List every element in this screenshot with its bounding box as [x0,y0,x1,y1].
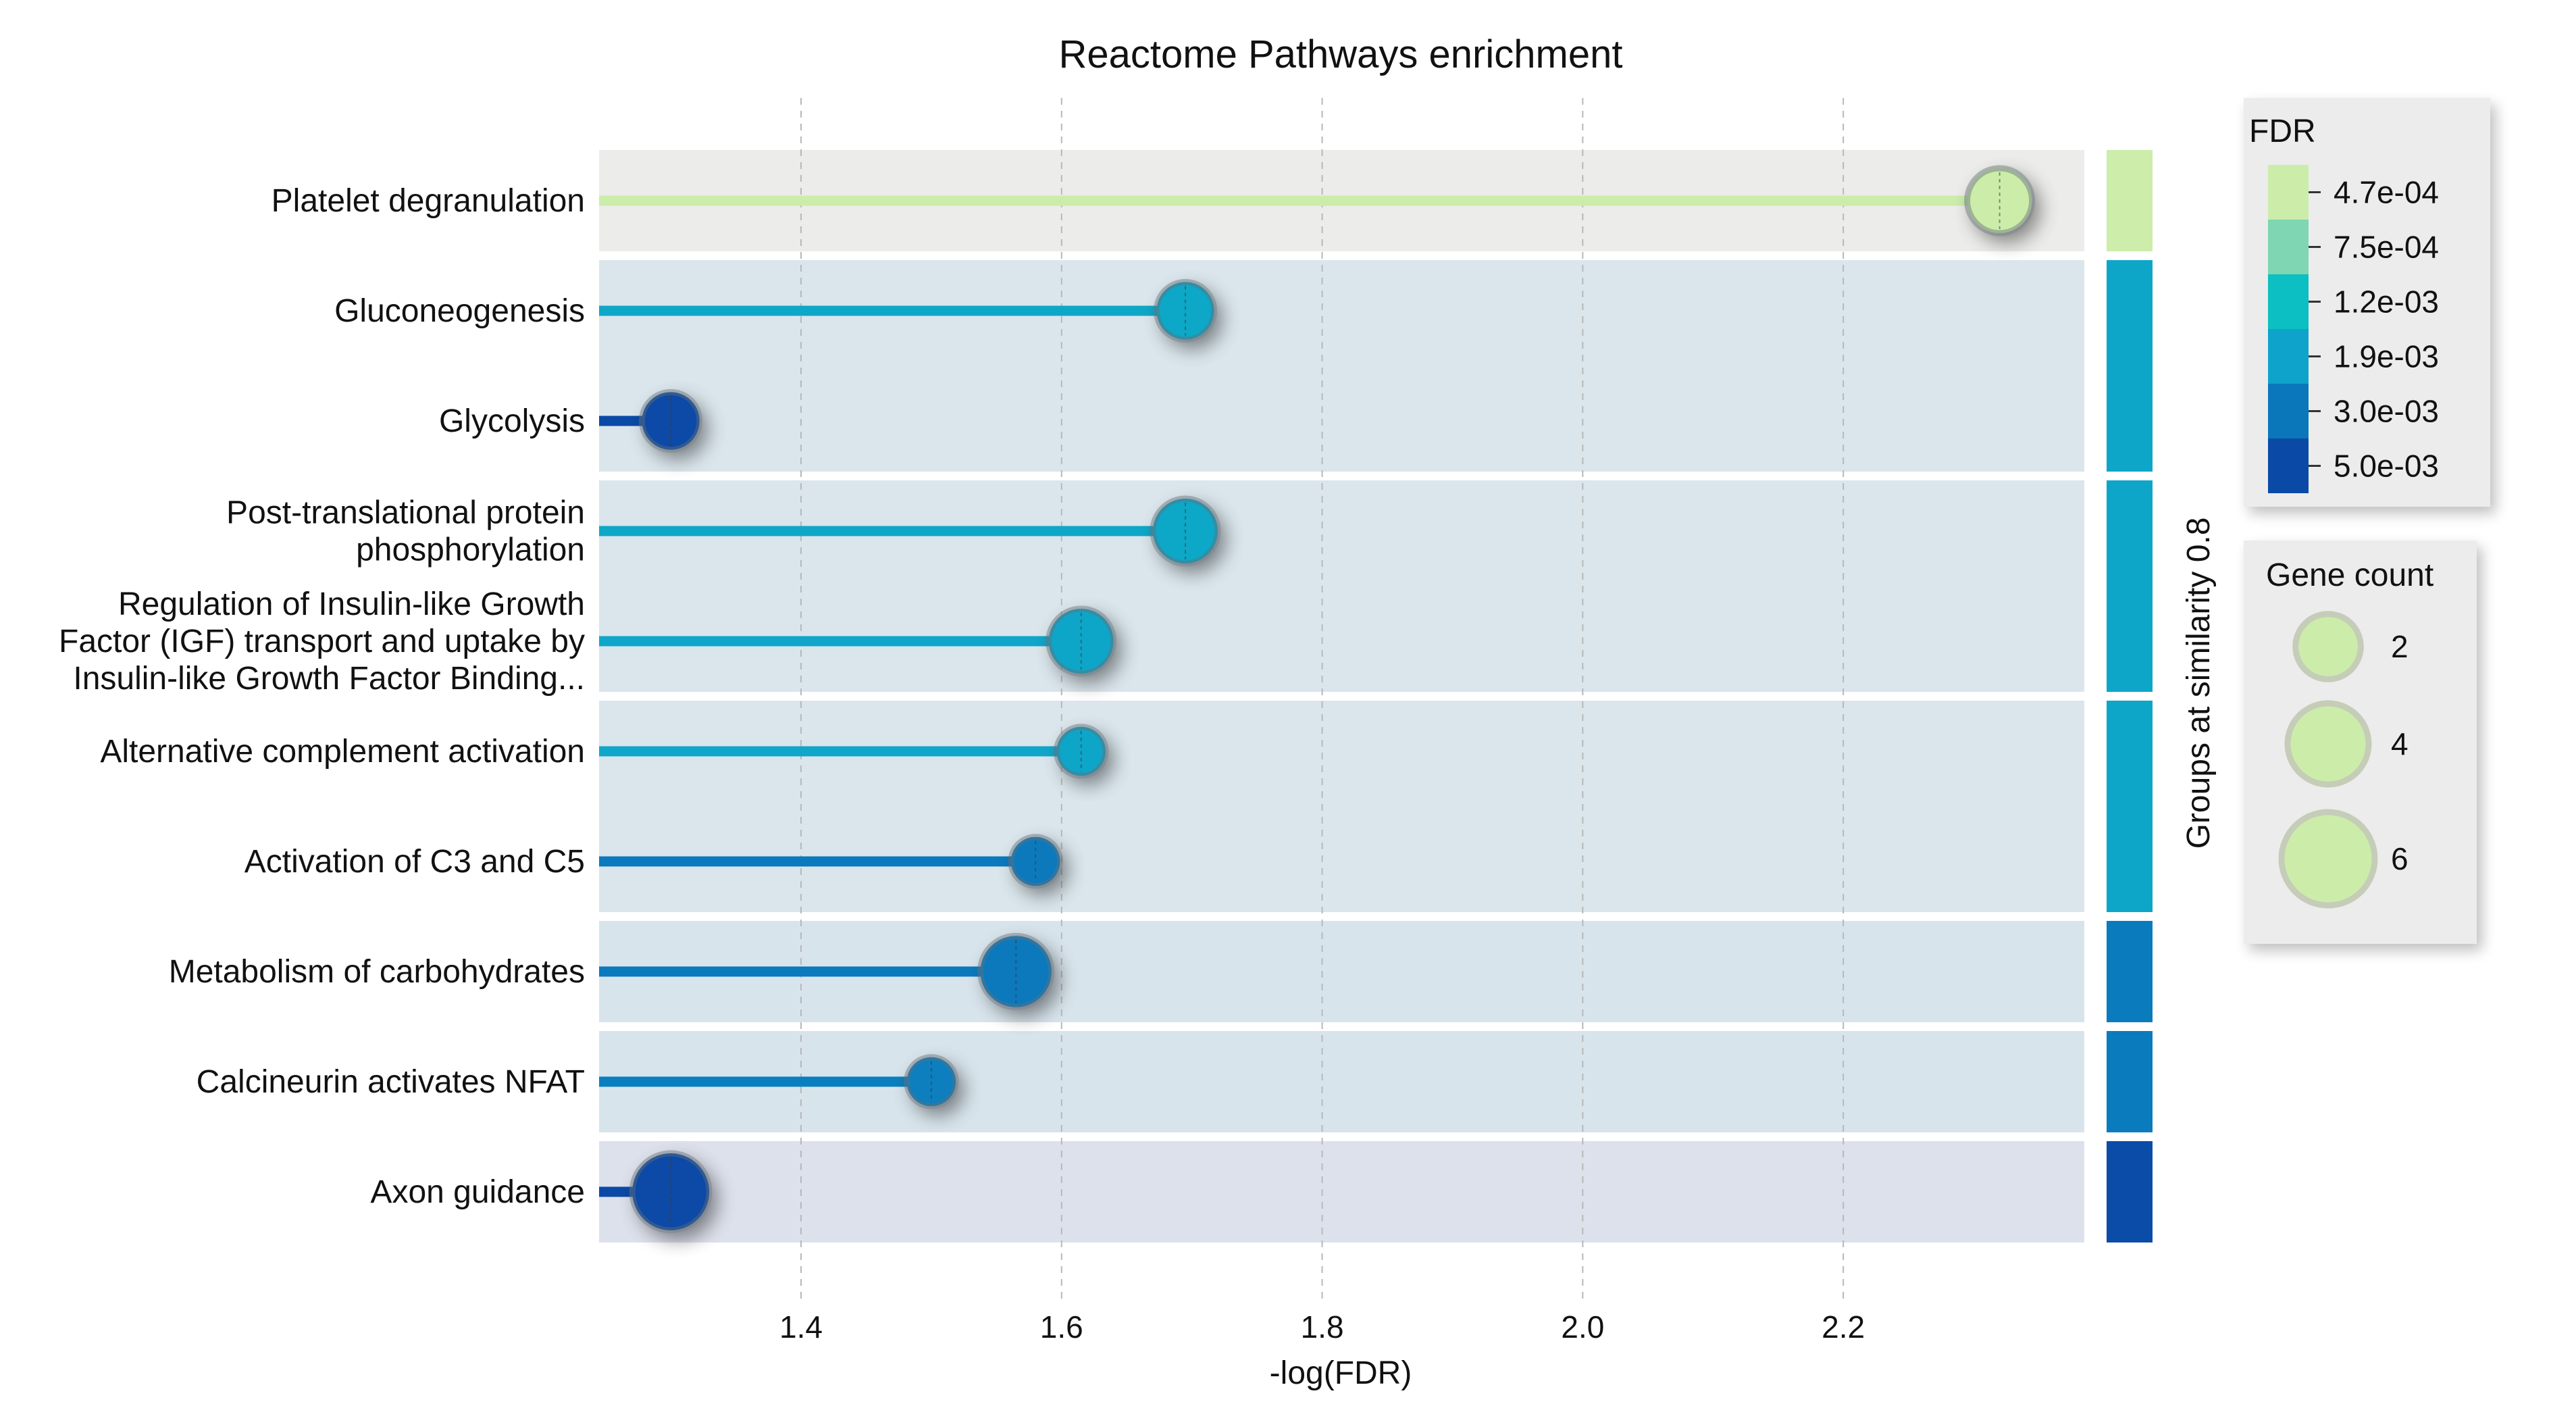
gene-count-label-1: 4 [2391,726,2408,761]
dot-0 [1964,165,2036,236]
gene-count-circle-2 [2278,809,2378,909]
x-tick-label-3: 2.0 [1561,1309,1604,1345]
dot-7 [977,932,1055,1011]
group-color-bar [2107,150,2153,1242]
y-label-1-0: Gluconeogenesis [334,293,585,329]
fdr-swatch-5 [2268,438,2309,493]
fdr-legend-title: FDR [2249,114,2316,149]
fdr-label-1: 7.5e-04 [2334,230,2439,265]
y-label-9-0: Axon guidance [370,1174,585,1210]
group-band-3 [599,480,2084,692]
dot-3 [1150,495,1221,567]
y-label-4-1: Factor (IGF) transport and uptake by [59,624,585,659]
group-bar-6 [2107,1031,2153,1132]
fdr-label-2: 1.2e-03 [2334,284,2439,320]
dot-5 [1053,724,1109,779]
y-axis-labels: Platelet degranulation Gluconeogenesis Gly… [59,183,585,1210]
group-bar-4 [2107,701,2153,912]
group-bar-1 [2107,150,2153,251]
fdr-label-0: 4.7e-04 [2334,175,2439,210]
fdr-label-4: 3.0e-03 [2334,394,2439,429]
fdr-swatch-4 [2268,384,2309,438]
gene-count-circle-1 [2284,700,2372,788]
dot-8 [904,1054,959,1109]
y-label-0-0: Platelet degranulation [272,183,585,219]
group-bar-2 [2107,260,2153,472]
x-tick-label-1: 1.6 [1040,1309,1083,1345]
fdr-legend: FDR 4.7e-04 7.5e-04 1.2e-03 1.9e-03 3.0e-03 5… [2244,98,2490,507]
gene-count-label-0: 2 [2391,629,2408,664]
fdr-swatch-3 [2268,329,2309,384]
x-axis-label: -log(FDR) [1270,1355,1412,1391]
group-axis-label: Groups at similarity 0.8 [2181,518,2217,849]
y-label-7-0: Metabolism of carbohydrates [169,954,585,990]
gene-count-circle-0 [2292,611,2364,682]
group-band-2 [599,260,2084,472]
fdr-label-3: 1.9e-03 [2334,339,2439,374]
fdr-swatch-0 [2268,165,2309,220]
fdr-swatch-2 [2268,274,2309,329]
x-tick-label-2: 1.8 [1301,1309,1344,1345]
y-label-3-1: phosphorylation [356,532,585,568]
fdr-swatch-1 [2268,220,2309,274]
y-label-8-0: Calcineurin activates NFAT [197,1064,585,1100]
x-axis-ticks: 1.4 1.6 1.8 2.0 2.2 [779,1309,1865,1345]
dot-9 [629,1150,713,1234]
group-bar-5 [2107,921,2153,1022]
x-tick-label-0: 1.4 [779,1309,823,1345]
dot-4 [1046,605,1117,677]
dot-1 [1153,278,1218,343]
group-bar-3 [2107,480,2153,692]
dot-2 [638,388,703,453]
gene-count-legend: Gene count 2 4 6 [2244,541,2477,944]
gene-count-legend-title: Gene count [2266,557,2433,593]
chart-title: Reactome Pathways enrichment [1059,32,1623,76]
gene-count-label-2: 6 [2391,841,2408,876]
group-band-7 [599,1141,2084,1242]
lollipop-dots [629,165,2036,1234]
y-label-5-0: Alternative complement activation [100,734,585,770]
y-label-4-2: Insulin-like Growth Factor Binding... [73,661,585,697]
group-band-4 [599,701,2084,912]
group-bar-7 [2107,1141,2153,1242]
x-gridlines [800,98,1845,1301]
lollipop-stems [599,195,2000,1197]
fdr-label-5: 5.0e-03 [2334,449,2439,484]
y-label-2-0: Glycolysis [439,403,585,439]
dot-6 [1008,834,1063,889]
y-label-3-0: Post-translational protein [226,495,585,531]
y-label-4-0: Regulation of Insulin-like Growth [118,586,585,622]
y-label-6-0: Activation of C3 and C5 [244,844,585,880]
x-tick-label-4: 2.2 [1822,1309,1865,1345]
